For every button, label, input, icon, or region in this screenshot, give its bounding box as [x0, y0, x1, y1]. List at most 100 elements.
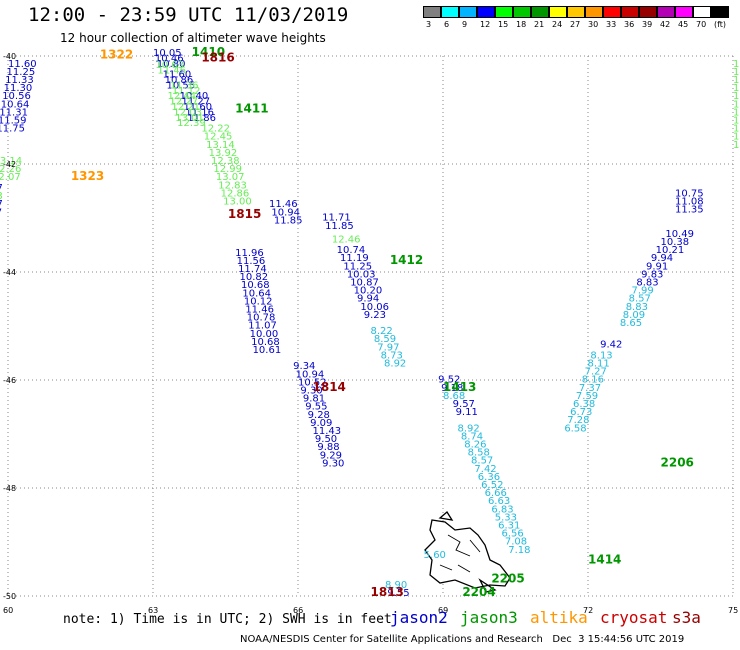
- wave-height-value: 8.11: [588, 359, 610, 370]
- pass-number-label: 1413: [443, 380, 476, 394]
- wave-height-value: 9.81: [303, 394, 325, 405]
- wave-height-value: 8.58: [468, 448, 490, 459]
- wave-height-value: 13.14: [0, 156, 22, 167]
- wave-height-value: 9.18: [441, 383, 463, 394]
- wave-height-value: 9.34: [293, 361, 315, 372]
- wave-height-value: 7.59: [576, 391, 598, 402]
- wave-height-value: 8.83: [636, 278, 658, 289]
- wave-height-value: 8.73: [381, 350, 403, 361]
- wave-height-value: 5.33: [495, 512, 517, 523]
- wave-height-value: 11.16: [185, 107, 214, 118]
- wave-height-value: 8.92: [458, 423, 480, 434]
- scale-label: 39: [642, 20, 653, 29]
- wave-height-value: 6.63: [488, 496, 510, 507]
- wave-height-value: 9.09: [310, 418, 332, 429]
- scale-label: 36: [624, 20, 635, 29]
- scale-label: 42: [660, 20, 671, 29]
- wave-height-value: 10.49: [665, 229, 694, 240]
- scale-swatch: [423, 6, 441, 18]
- wave-height-value: 10.94: [296, 369, 325, 380]
- wave-height-value: 10.80: [157, 59, 186, 70]
- wave-height-value: 9.83: [641, 269, 663, 280]
- wave-height-value: 10.64: [1, 99, 30, 110]
- wave-height-value: 13.00: [223, 197, 252, 208]
- wave-height-value: 8.16: [582, 375, 604, 386]
- wave-height-value: 10.55: [167, 80, 196, 91]
- wave-height-value: 11.74: [238, 264, 267, 275]
- wave-height-value: 8.65: [620, 318, 642, 329]
- wave-height-value: 11.87: [0, 183, 3, 194]
- scale-label: (ft): [714, 20, 727, 29]
- scale-label: 3: [426, 20, 432, 29]
- wave-height-value: 6.31: [498, 521, 520, 532]
- scale-label: 70: [696, 20, 707, 29]
- wave-height-value: 11.30: [4, 83, 33, 94]
- wave-height-value: 10.46: [155, 53, 184, 64]
- wave-height-value: 10.06: [360, 302, 389, 313]
- wave-height-value: 11.12: [172, 86, 201, 97]
- scale-swatch: [693, 6, 711, 18]
- pass-number-label: 1322: [100, 48, 133, 62]
- wave-height-value: 10.40: [180, 91, 209, 102]
- wave-height-value: 8.09: [623, 310, 645, 321]
- wave-height-value: 10.56: [2, 91, 31, 102]
- wave-height-value: 12.99: [213, 164, 242, 175]
- wave-height-value: 6.83: [491, 504, 513, 515]
- scale-swatch: [603, 6, 621, 18]
- wave-height-value: 7.28: [567, 415, 589, 426]
- scale-label: 21: [534, 20, 545, 29]
- wave-height-value: 13.47: [733, 75, 740, 86]
- longitude-label: 63: [148, 606, 159, 615]
- latitude-label: -46: [3, 376, 17, 385]
- wave-height-value: 8.74: [461, 431, 483, 442]
- wave-height-value: 6.66: [485, 488, 507, 499]
- wave-height-value: 9.28: [308, 410, 330, 421]
- wave-height-value: 11.60: [183, 102, 212, 113]
- scale-swatch: [657, 6, 675, 18]
- pass-number-label: 1411: [235, 102, 268, 116]
- wave-height-value: 12.86: [221, 188, 250, 199]
- wave-height-value: 10.94: [271, 207, 300, 218]
- wave-height-value: 12.27: [169, 97, 198, 108]
- wave-height-value: 8.59: [374, 334, 396, 345]
- wave-height-value: 12.45: [204, 132, 233, 143]
- pass-number-label: 1410: [192, 45, 225, 59]
- wave-height-value: 8.68: [443, 391, 465, 402]
- wave-height-value: 12.14: [733, 140, 740, 151]
- wave-height-value: 10.05: [153, 48, 182, 59]
- lat-lon-grid: [7, 55, 734, 597]
- latitude-label: -50: [3, 592, 17, 601]
- wave-height-value: 12.21: [171, 102, 200, 113]
- wave-height-value: 9.94: [357, 294, 379, 305]
- scale-swatch: [567, 6, 585, 18]
- wave-height-value: 10.64: [242, 288, 271, 299]
- wave-height-value: 10.68: [251, 337, 280, 348]
- wave-height-value: 13.50: [733, 107, 740, 118]
- mission-legend-cryosat: cryosat: [600, 608, 668, 627]
- wave-height-value: 9.55: [305, 402, 327, 413]
- wave-height-value: 7.42: [474, 464, 496, 475]
- scale-label: 12: [480, 20, 491, 29]
- scale-label: 9: [462, 20, 468, 29]
- longitude-label: 75: [728, 606, 739, 615]
- wave-height-value: 11.46: [245, 305, 274, 316]
- wave-height-value: 10.86: [165, 75, 194, 86]
- wave-height-value: 8.26: [464, 440, 486, 451]
- kerguelen-island: [424, 511, 511, 593]
- wave-height-value: 8.83: [626, 302, 648, 313]
- map-subtitle: 12 hour collection of altimeter wave hei…: [60, 31, 326, 45]
- wave-height-value: 8.57: [471, 456, 493, 467]
- wave-height-value: 10.38: [661, 237, 690, 248]
- wave-height-value: 6.73: [570, 407, 592, 418]
- wave-height-value: 10.52: [298, 377, 327, 388]
- wave-height-value: 11.43: [313, 426, 342, 437]
- scale-swatch: [621, 6, 639, 18]
- wave-height-value: 12.07: [0, 172, 21, 183]
- wave-height-value: 9.30: [322, 458, 344, 469]
- pass-number-label: 2204: [462, 585, 495, 599]
- mission-legend-altika: altika: [530, 608, 588, 627]
- wave-height-value: 11.35: [675, 205, 704, 216]
- wave-height-value: 10.82: [240, 272, 269, 283]
- scale-label: 45: [678, 20, 689, 29]
- wave-height-value: 5.60: [424, 550, 446, 561]
